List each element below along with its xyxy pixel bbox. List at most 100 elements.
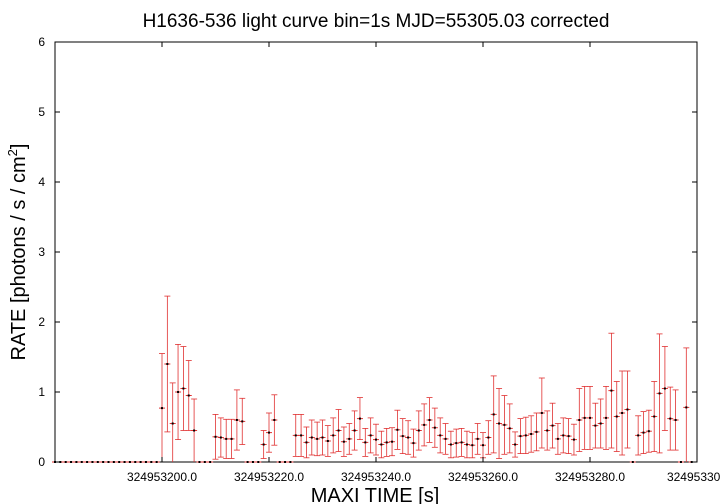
point-marker (519, 435, 522, 438)
data-point (624, 370, 631, 449)
data-point (533, 412, 540, 452)
point-marker (487, 436, 490, 439)
data-point (554, 423, 561, 455)
data-point (164, 295, 171, 433)
data-point (73, 461, 80, 463)
data-point (324, 425, 331, 457)
point-marker (492, 413, 495, 416)
point-marker (567, 435, 570, 438)
data-point (378, 430, 385, 459)
point-marker (642, 431, 645, 434)
point-marker (482, 444, 484, 447)
data-point (512, 431, 519, 458)
point-marker (578, 419, 581, 421)
plot-area: 0 1 2 3 4 5 6 324953200.0 324953220.0 324953240.… (38, 35, 720, 484)
y-axis-label-superscript: 2 (5, 149, 20, 156)
point-marker (514, 443, 517, 446)
data-point (282, 461, 289, 463)
data-point (110, 461, 117, 463)
point-marker (674, 419, 677, 421)
data-point (62, 461, 69, 463)
data-point (228, 418, 235, 459)
point-marker (321, 436, 324, 439)
data-point (180, 346, 187, 431)
data-point (538, 377, 545, 449)
data-point (592, 402, 599, 449)
data-point (223, 418, 230, 459)
data-point (196, 461, 203, 463)
data-point (463, 430, 470, 459)
data-point (560, 417, 567, 454)
data-point (212, 413, 219, 460)
data-point (480, 432, 486, 459)
point-marker (166, 363, 169, 365)
point-marker (182, 387, 185, 390)
data-point (207, 461, 214, 463)
point-marker (428, 419, 431, 421)
point-marker (412, 442, 415, 445)
point-marker (471, 444, 474, 447)
point-marker (369, 434, 372, 437)
data-point (619, 370, 626, 456)
x-tick-label: 324953260.0 (448, 470, 518, 484)
point-marker (118, 461, 121, 463)
data-point (292, 413, 299, 457)
point-marker (225, 437, 228, 440)
point-marker (562, 434, 565, 437)
point-marker (546, 429, 549, 432)
point-marker (273, 419, 276, 421)
data-point (148, 461, 155, 463)
x-axis-label: MAXI TIME [s] (311, 485, 440, 504)
data-point (645, 409, 652, 453)
data-point (185, 360, 192, 431)
data-point (528, 415, 535, 453)
data-point (319, 419, 326, 456)
data-point (640, 411, 647, 455)
data-point (303, 426, 310, 459)
point-marker (246, 461, 249, 463)
data-point (389, 427, 396, 457)
data-point (249, 461, 256, 463)
point-marker (326, 440, 329, 442)
data-point (308, 419, 315, 456)
data-point (576, 388, 583, 452)
data-point (191, 398, 198, 462)
point-marker (268, 431, 270, 434)
data-point (501, 395, 508, 455)
point-marker (332, 434, 335, 437)
data-point (373, 423, 379, 456)
point-marker (294, 434, 297, 437)
point-marker (551, 424, 554, 427)
data-point (153, 461, 160, 463)
point-marker (380, 443, 383, 446)
point-marker (75, 461, 78, 463)
data-point (266, 412, 272, 453)
data-point (603, 385, 610, 450)
point-marker (524, 434, 527, 437)
data-point (608, 332, 615, 449)
data-point (233, 389, 240, 451)
point-marker (375, 438, 377, 441)
point-marker (498, 422, 501, 425)
data-point (362, 427, 369, 457)
point-marker (144, 461, 147, 463)
data-point (405, 420, 412, 455)
point-marker (134, 461, 137, 463)
point-marker (262, 443, 265, 446)
data-point (490, 375, 497, 454)
point-marker (64, 461, 67, 463)
point-marker (423, 423, 426, 426)
data-point (217, 417, 224, 458)
point-marker (503, 423, 506, 426)
data-point (399, 418, 406, 455)
x-axis: 324953200.0 324953220.0 324953240.0 3249532… (127, 42, 720, 484)
x-tick-label: 324953300 (667, 470, 720, 484)
point-marker (337, 429, 340, 432)
point-marker (465, 443, 468, 446)
point-marker (310, 436, 313, 439)
data-point (137, 461, 144, 463)
point-marker (621, 412, 624, 414)
x-tick-label: 324953220.0 (234, 470, 304, 484)
y-tick-label: 3 (38, 245, 45, 259)
